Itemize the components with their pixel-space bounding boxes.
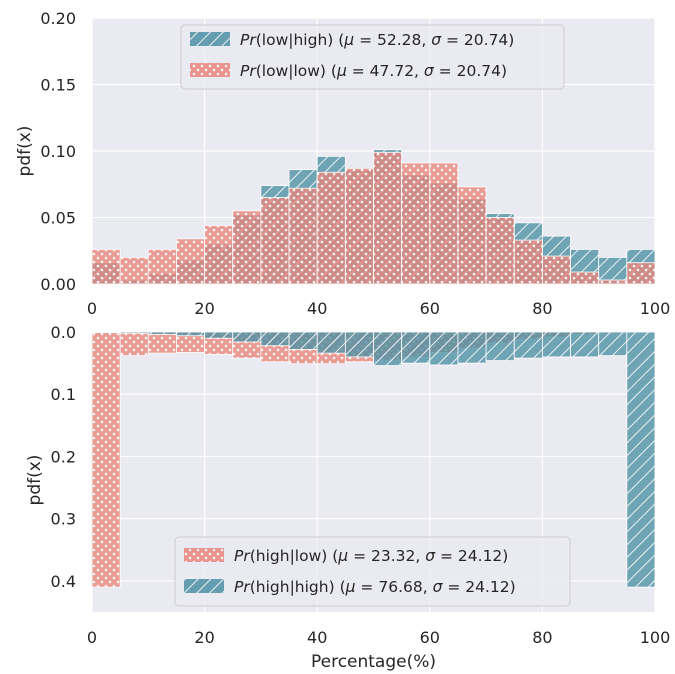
x-tick-label: 80 (532, 299, 552, 318)
y-tick-label: 0.00 (40, 275, 76, 294)
bar-pattern (92, 332, 121, 333)
bar-pattern (626, 332, 655, 588)
top-y-tick-labels: 0.00 0.05 0.10 0.15 0.20 (40, 9, 76, 294)
bar-pattern (373, 332, 402, 366)
bottom-legend: Pr(high|low) (μ = 23.32, σ = 24.12) Pr(h… (174, 536, 571, 607)
bar-pattern (317, 172, 346, 284)
bottom-legend-frame (174, 536, 571, 607)
bar-pattern (232, 332, 261, 342)
bar-pattern (232, 210, 261, 284)
bar-pattern (486, 217, 515, 284)
bar-pattern (626, 262, 655, 284)
bar-pattern (289, 332, 318, 350)
bar-pattern (429, 162, 458, 284)
bottom-x-axis-label: Percentage(%) (311, 652, 436, 672)
x-tick-label: 60 (420, 299, 440, 318)
bar-pattern (542, 256, 571, 284)
bottom-y-axis-label: pdf(x) (25, 455, 45, 506)
y-tick-label: 0.15 (40, 76, 76, 95)
bar-pattern (345, 168, 374, 284)
bottom-y-tick-labels: 0.0 0.1 0.2 0.3 0.4 (51, 323, 76, 591)
x-tick-label: 100 (640, 299, 671, 318)
top-legend: Pr(low|high) (μ = 52.28, σ = 20.74) Pr(l… (180, 24, 565, 90)
y-tick-label: 0.1 (51, 385, 76, 404)
x-tick-label: 20 (194, 628, 214, 647)
bar-pattern (401, 332, 430, 364)
top-bars (91, 149, 656, 285)
bar-pattern (570, 272, 599, 284)
bottom-legend-swatch-0-pattern (184, 548, 224, 562)
bar-pattern (120, 332, 149, 334)
y-tick-label: 0.20 (40, 9, 76, 28)
bottom-chart: 0.0 0.1 0.2 0.3 0.4 0 20 40 60 80 100 pdf(x) Perc… (25, 323, 670, 672)
x-tick-label: 40 (307, 299, 327, 318)
top-legend-label-0: Pr(low|high) (μ = 52.28, σ = 20.74) (240, 31, 514, 49)
bar-pattern (148, 332, 177, 354)
bottom-legend-label-1: Pr(high|high) (μ = 76.68, σ = 24.12) (234, 578, 516, 596)
top-chart: 0.00 0.05 0.10 0.15 0.20 0 20 40 60 80 100 pdf(x)… (15, 9, 670, 318)
bar-pattern (92, 332, 121, 588)
bar-pattern (204, 225, 233, 284)
y-tick-label: 0.3 (51, 510, 76, 529)
x-tick-label: 20 (194, 299, 214, 318)
bar-pattern (598, 257, 627, 284)
top-x-tick-labels: 0 20 40 60 80 100 (87, 299, 670, 318)
bar-pattern (176, 332, 205, 353)
bar-pattern (429, 332, 458, 365)
x-tick-label: 0 (87, 628, 97, 647)
bar-pattern (176, 332, 205, 336)
y-tick-label: 0.10 (40, 142, 76, 161)
bar-pattern (148, 249, 177, 284)
bar-pattern (457, 186, 487, 284)
y-tick-label: 0.2 (51, 447, 76, 466)
top-y-axis-label: pdf(x) (15, 126, 35, 177)
top-legend-swatch-0-pattern (190, 32, 230, 46)
bar-pattern (542, 332, 571, 357)
bar-pattern (92, 249, 121, 284)
bar-pattern (345, 332, 374, 357)
bottom-bars (91, 331, 656, 588)
bar-pattern (317, 332, 346, 354)
x-tick-label: 100 (640, 628, 671, 647)
top-legend-swatch-1-pattern (190, 63, 230, 77)
y-tick-label: 0.05 (40, 209, 76, 228)
x-tick-label: 60 (420, 628, 440, 647)
top-legend-label-1: Pr(low|low) (μ = 47.72, σ = 20.74) (240, 62, 507, 80)
bar-pattern (486, 332, 515, 361)
x-tick-label: 40 (307, 628, 327, 647)
bar-pattern (204, 332, 233, 339)
bar-pattern (260, 197, 290, 284)
y-tick-label: 0.0 (51, 323, 76, 342)
x-tick-label: 0 (87, 299, 97, 318)
bar-pattern (120, 257, 149, 284)
bar-pattern (176, 238, 205, 284)
bar-pattern (289, 188, 318, 284)
y-tick-label: 0.4 (51, 572, 76, 591)
bar-pattern (120, 332, 149, 356)
bar-pattern (514, 240, 543, 284)
bar-pattern (260, 332, 290, 346)
bar-pattern (457, 332, 487, 364)
bar-pattern (598, 332, 627, 356)
bar-pattern (401, 162, 430, 284)
top-legend-frame (180, 24, 565, 90)
x-tick-label: 80 (532, 628, 552, 647)
bottom-x-tick-labels: 0 20 40 60 80 100 (87, 628, 670, 647)
bar-pattern (598, 280, 627, 284)
bar-pattern (570, 332, 599, 357)
bar-pattern (373, 152, 402, 284)
bar-pattern (148, 332, 177, 335)
bottom-legend-swatch-1-pattern (184, 579, 224, 593)
bottom-legend-label-0: Pr(high|low) (μ = 23.32, σ = 24.12) (234, 547, 508, 565)
bar-pattern (514, 332, 543, 359)
